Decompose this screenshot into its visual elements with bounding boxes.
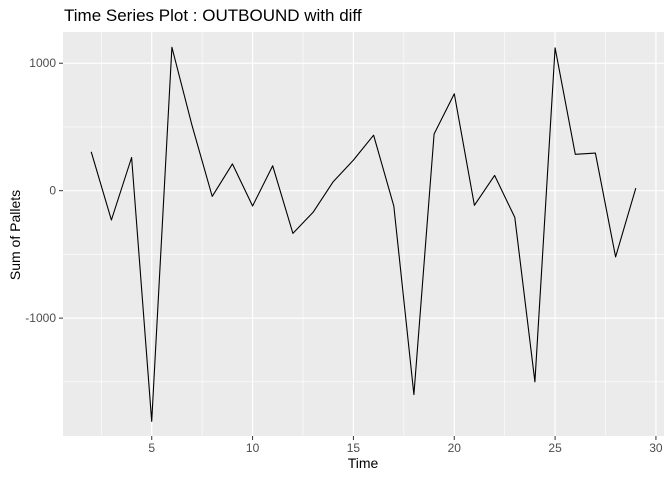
- x-tick-label: 10: [246, 441, 260, 455]
- x-tick-label: 20: [448, 441, 462, 455]
- grid-major: [63, 32, 664, 436]
- x-tick-label: 5: [148, 441, 155, 455]
- y-tick-label: 1000: [29, 56, 56, 70]
- x-tick-label: 30: [649, 441, 663, 455]
- x-axis-label: Time: [347, 455, 379, 471]
- x-axis: 5 10 15 20 25 30: [148, 436, 663, 455]
- x-tick-label: 15: [347, 441, 361, 455]
- series-layer: [90, 46, 637, 422]
- grid-minor: [63, 32, 664, 436]
- series-line-0: [90, 46, 637, 422]
- plot-panel: [63, 32, 664, 436]
- y-tick-label: -1000: [25, 311, 56, 325]
- y-axis: -1000 0 1000: [25, 56, 63, 325]
- x-tick-label: 25: [548, 441, 562, 455]
- chart-title: Time Series Plot : OUTBOUND with diff: [64, 6, 362, 25]
- y-axis-label: Sum of Pallets: [7, 189, 23, 281]
- y-tick-label: 0: [49, 184, 56, 198]
